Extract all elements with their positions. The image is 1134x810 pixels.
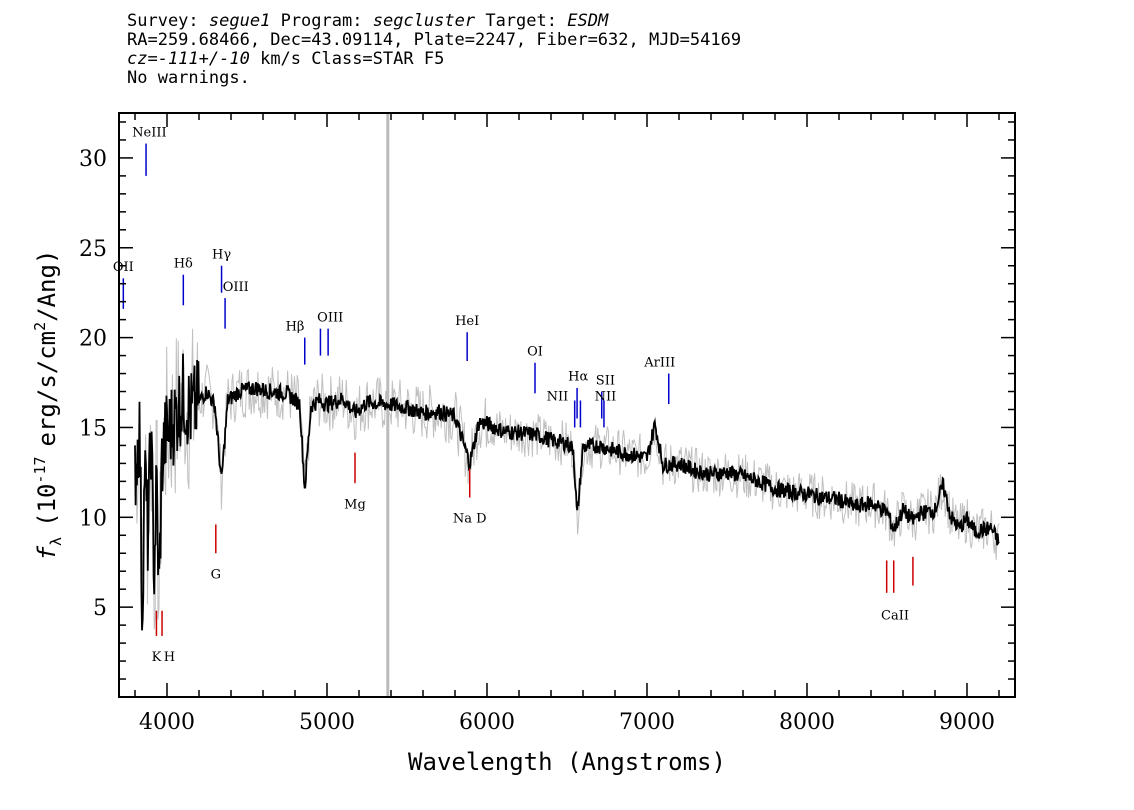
class-text: km/s Class=STAR F5 [260,49,445,69]
header-line-2: RA=259.68466, Dec=43.09114, Plate=2247, … [127,30,742,50]
x-axis-label: Wavelength (Angstroms) [408,748,726,776]
emission-line-label: Hδ [174,257,193,272]
y-tick-label: 25 [79,237,107,262]
emission-line-label: SII [596,373,615,388]
y-axis-label: fλ (10-17 erg/s/cm2/Ang) [31,250,65,561]
y-tick-label: 15 [79,416,107,441]
emission-line-label: OIII [223,280,249,295]
plot-header: Survey: segue1 Program: segcluster Targe… [127,12,741,88]
header-line-3: cz=-111+/-10 km/s Class=STAR F5 [127,50,741,69]
x-tick-label: 6000 [459,710,515,735]
absorption-line-label: G [211,567,221,582]
header-line-1: Survey: segue1 Program: segcluster Targe… [127,12,741,31]
emission-line-label: NII [547,390,569,405]
absorption-line-label: Mg [344,497,366,512]
x-tick-label: 4000 [139,710,195,735]
survey-key: Survey: [127,11,199,31]
absorption-line-label: H [164,650,175,665]
x-tick-label: 5000 [299,710,355,735]
emission-line-label: NeIII [132,125,166,140]
y-label-exp: -17 [31,456,49,483]
y-label-exp2: 2 [31,322,49,331]
emission-line-label: Hγ [212,248,231,263]
y-label-rest: erg/s/cm [33,331,61,447]
emission-line-label: ArIII [643,355,675,370]
program-key: Program: [280,11,363,31]
y-label-text: (10 [33,484,61,527]
target-value: ESDM [567,11,609,31]
program-value: segcluster [372,11,476,31]
emission-line-label: Hβ [286,319,305,334]
flux-series [134,353,1000,631]
error-trace [134,328,1000,630]
y-label-main: f [33,545,61,560]
x-tick-label: 9000 [939,710,995,735]
emission-line-label: OIII [317,310,343,325]
redshift-value: cz=-111+/-10 [127,49,250,69]
emission-line-label: NII [595,390,617,405]
y-tick-label: 30 [79,147,107,172]
emission-line-label: OII [113,260,134,275]
y-tick-label: 5 [93,596,107,621]
y-label-sub: λ [47,537,65,546]
axis-ticks: 4000 5000 6000 7000 8000 9000 5 10 15 20 25 30 [79,113,1015,735]
x-tick-label: 7000 [619,710,675,735]
emission-line-label: Hα [568,370,588,385]
survey-value: segue1 [208,11,271,31]
plot-frame [118,112,1016,698]
absorption-line-label: CaII [881,609,909,624]
plot-axes [118,112,1016,698]
error-band [134,328,1000,630]
x-tick-label: 8000 [779,710,835,735]
emission-line-label: OI [527,345,543,360]
emission-line-label: HeI [455,314,479,329]
absorption-line-label: Na D [453,512,487,527]
target-key: Target: [485,11,557,31]
y-tick-label: 10 [79,506,107,531]
absorption-line-label: K [152,650,162,665]
y-tick-label: 20 [79,327,107,352]
header-line-4: No warnings. [127,68,250,88]
y-label-end: /Ang) [33,250,61,322]
spectral-line-markers: OII NeIII Hδ Hγ OIII Hβ OIII HeI OI NII Hα SII NII Ar… [113,125,914,665]
flux-line [134,353,1000,631]
